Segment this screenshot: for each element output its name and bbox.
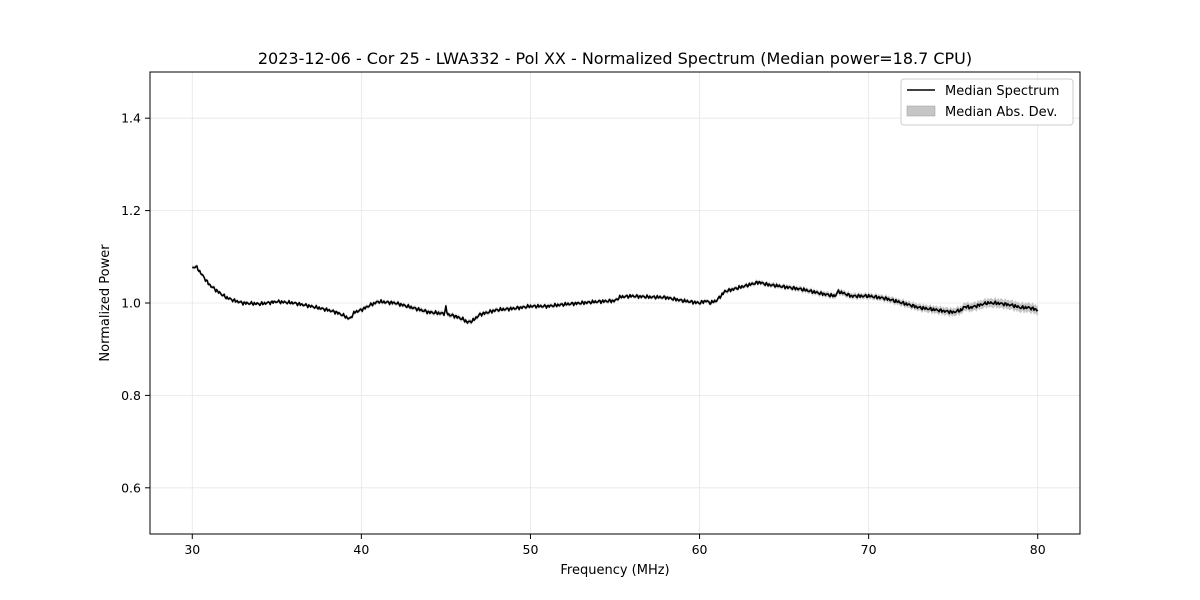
median-abs-dev-band	[192, 264, 1038, 326]
y-axis-label: Normalized Power	[98, 244, 113, 362]
y-tick-label: 0.6	[121, 480, 141, 495]
legend-band-swatch	[906, 105, 936, 117]
median-spectrum-line	[192, 265, 1039, 324]
x-tick-label: 80	[1030, 542, 1046, 557]
x-tick-label: 30	[184, 542, 200, 557]
x-tick-label: 70	[861, 542, 877, 557]
y-tick-label: 1.4	[121, 111, 141, 126]
x-tick-label: 40	[353, 542, 369, 557]
y-tick-label: 0.8	[121, 388, 141, 403]
x-tick-label: 60	[692, 542, 708, 557]
axis-ticks: 30 40 50 60 70 80 0.6 0.8 1.0 1.2 1.4	[121, 111, 1046, 557]
legend-entry-median-abs-dev: Median Abs. Dev.	[945, 105, 1057, 120]
chart-title: 2023-12-06 - Cor 25 - LWA332 - Pol XX - …	[258, 49, 972, 68]
legend-box	[900, 78, 1074, 126]
legend-entry-median-spectrum: Median Spectrum	[945, 84, 1059, 99]
grid	[150, 72, 1080, 534]
x-tick-label: 50	[523, 542, 539, 557]
legend: Median Spectrum Median Abs. Dev.	[900, 78, 1074, 126]
y-tick-label: 1.0	[121, 296, 141, 311]
x-axis-label: Frequency (MHz)	[560, 563, 669, 578]
y-tick-label: 1.2	[121, 203, 141, 218]
